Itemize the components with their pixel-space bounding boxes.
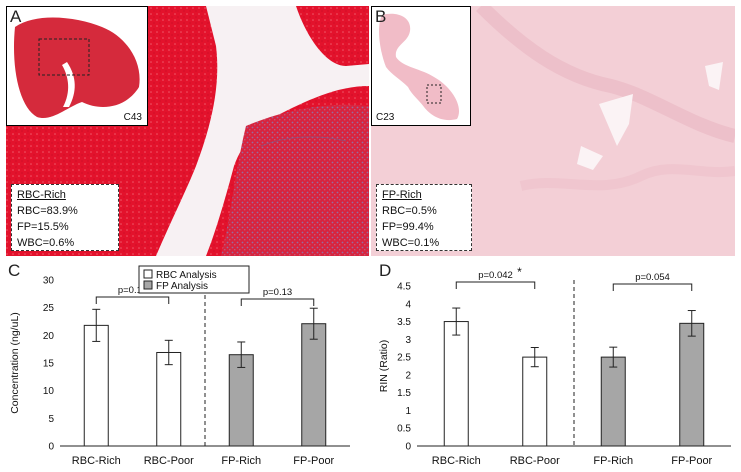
chart-c-concentration: C 0 5 10 15 20 25 30 Concentration (ng/uL) RBC-Ri…: [8, 261, 350, 467]
panel-a-composition-box: RBC-Rich RBC=83.9% FP=15.5% WBC=0.6%: [11, 184, 119, 251]
fp-rich-clot-overview: [379, 13, 460, 121]
panel-letter-a: A: [10, 7, 22, 26]
panel-a-composition-title: RBC-Rich: [17, 189, 66, 201]
x-tick-label: FP-Poor: [293, 455, 334, 467]
y-tick-label: 1.5: [397, 388, 411, 399]
y-tick-label: 5: [48, 414, 54, 425]
y-tick-label: 15: [43, 359, 55, 370]
panel-b-rbc-line: RBC=0.5%: [382, 205, 437, 217]
bar-fp-poor: [679, 322, 705, 447]
legend-box: [138, 265, 250, 294]
bar-rbc-poor: [522, 356, 548, 447]
x-tick-label: RBC-Poor: [510, 455, 560, 467]
y-tick-label: 3.5: [397, 317, 411, 328]
significance-bracket: [240, 298, 315, 306]
bar-rbc-rich: [83, 324, 109, 447]
rbc-rich-clot-overview: [13, 17, 140, 119]
y-axis-label: Concentration (ng/uL): [9, 312, 21, 414]
y-axis-label: RIN (Ratio): [378, 340, 390, 393]
legend-label: RBC Analysis: [156, 270, 217, 281]
x-tick-label: RBC-Poor: [144, 455, 194, 467]
panel-letter-b: B: [375, 7, 387, 26]
panel-a-wbc-line: WBC=0.6%: [17, 237, 75, 249]
x-tick-label: FP-Rich: [221, 455, 261, 467]
bar-fp-rich: [600, 356, 626, 447]
legend-swatch: [143, 269, 153, 279]
bar-fp-poor: [301, 323, 327, 447]
panel-b-composition-box: FP-Rich RBC=0.5% FP=99.4% WBC=0.1%: [376, 184, 472, 251]
y-tick-label: 0: [405, 442, 411, 453]
panel-letter-c: C: [8, 261, 20, 280]
y-tick-label: 1: [405, 406, 411, 417]
x-tick-label: RBC-Rich: [432, 455, 481, 467]
significance-bracket: [455, 281, 536, 289]
y-tick-label: 25: [43, 303, 55, 314]
panel-b-composition-title: FP-Rich: [382, 189, 422, 201]
significance-bracket: [95, 296, 170, 304]
y-tick-label: 2: [405, 370, 411, 381]
y-tick-label: 0.5: [397, 424, 411, 435]
panel-b-inset: C23: [371, 6, 471, 126]
significance-bracket: [612, 283, 693, 291]
x-tick-label: FP-Rich: [593, 455, 633, 467]
bar-fp-rich: [228, 354, 254, 447]
chart-d-rin: D 0 0.5 1 1.5 2 2.5 3 3.5 4 4.5 RIN (Ratio) RBC-Rich…: [378, 261, 731, 467]
y-tick-label: 4.5: [397, 282, 411, 293]
y-tick-label: 2.5: [397, 353, 411, 364]
panel-b-histology: C23 B FP-Rich RBC=0.5% FP=99.4% WBC=0.1%: [371, 6, 735, 256]
p-value-label: p=0.13: [263, 287, 292, 298]
y-tick-label: 4: [405, 299, 411, 310]
panel-a-fp-line: FP=15.5%: [17, 221, 69, 233]
x-tick-label: RBC-Rich: [72, 455, 121, 467]
panel-b-fp-line: FP=99.4%: [382, 221, 434, 233]
legend-swatch: [143, 280, 153, 290]
inset-label-b: C23: [376, 112, 395, 123]
y-tick-label: 20: [43, 331, 55, 342]
y-tick-label: 0: [48, 442, 54, 453]
p-value-label: p=0.054: [635, 272, 670, 283]
panel-a-inset: C43: [6, 6, 148, 126]
y-tick-label: 10: [43, 386, 55, 397]
significance-star: *: [517, 265, 522, 279]
panel-b-wbc-line: WBC=0.1%: [382, 237, 440, 249]
x-tick-label: FP-Poor: [671, 455, 712, 467]
bar-rbc-poor: [156, 351, 182, 447]
y-tick-label: 3: [405, 335, 411, 346]
panel-a-histology: C43 A RBC-Rich RBC=83.9% FP=15.5% WBC=0.…: [6, 6, 369, 256]
p-value-label: p=0.042: [478, 270, 513, 281]
panel-a-rbc-line: RBC=83.9%: [17, 205, 78, 217]
bar-rbc-rich: [443, 321, 469, 447]
p-value-label: p=0.19: [118, 285, 147, 296]
panel-letter-d: D: [379, 261, 391, 280]
inset-label-a: C43: [123, 112, 142, 123]
y-tick-label: 30: [43, 276, 55, 287]
fp-rich-histology-image: [371, 6, 735, 256]
legend-label: FP Analysis: [156, 281, 208, 292]
